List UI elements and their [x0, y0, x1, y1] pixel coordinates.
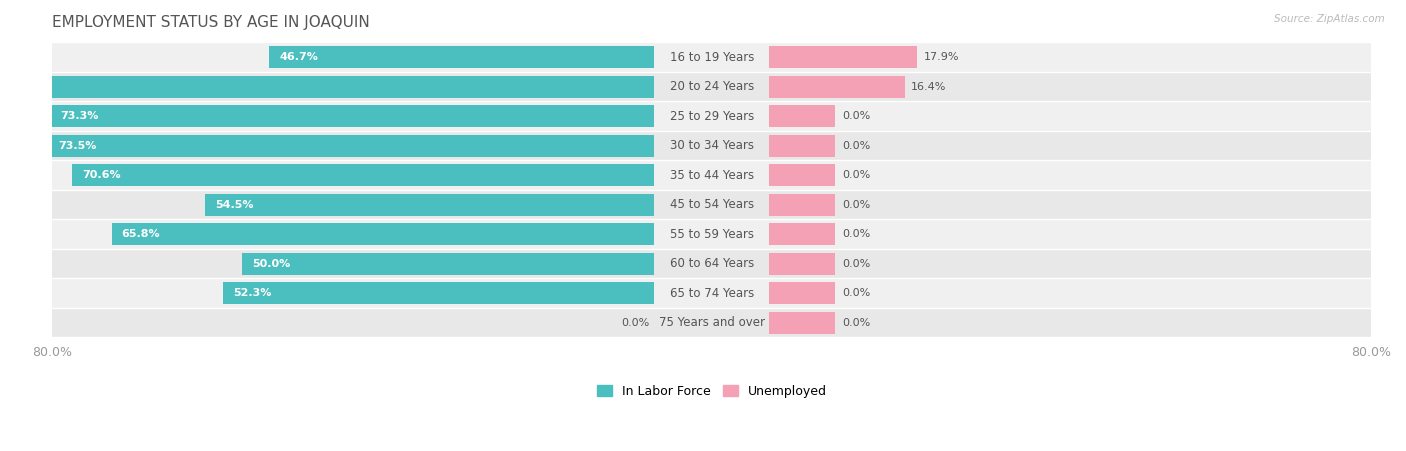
Text: 20 to 24 Years: 20 to 24 Years: [669, 80, 754, 93]
Text: 65 to 74 Years: 65 to 74 Years: [669, 286, 754, 299]
Bar: [205, 193, 654, 216]
Text: 73.3%: 73.3%: [60, 111, 98, 121]
Bar: [52, 161, 1371, 190]
Bar: [769, 105, 835, 127]
Text: 0.0%: 0.0%: [842, 111, 870, 121]
Bar: [0, 76, 654, 98]
Bar: [52, 42, 1371, 72]
Bar: [52, 131, 1371, 161]
Text: 16 to 19 Years: 16 to 19 Years: [669, 51, 754, 64]
Text: 0.0%: 0.0%: [842, 258, 870, 269]
Bar: [52, 278, 1371, 308]
Bar: [769, 134, 835, 156]
Bar: [52, 249, 1371, 278]
Bar: [769, 312, 835, 334]
Text: 55 to 59 Years: 55 to 59 Years: [669, 228, 754, 240]
Text: 0.0%: 0.0%: [842, 200, 870, 210]
Text: 0.0%: 0.0%: [842, 318, 870, 327]
Bar: [269, 46, 654, 68]
Bar: [769, 46, 917, 68]
Text: 16.4%: 16.4%: [911, 82, 946, 92]
Text: 65.8%: 65.8%: [122, 229, 160, 239]
Bar: [769, 282, 835, 304]
Bar: [72, 164, 654, 186]
Bar: [224, 282, 654, 304]
Bar: [769, 164, 835, 186]
Bar: [48, 134, 654, 156]
Text: 25 to 29 Years: 25 to 29 Years: [669, 110, 754, 123]
Text: 79.7%: 79.7%: [7, 82, 46, 92]
Text: 52.3%: 52.3%: [233, 288, 271, 298]
Bar: [51, 105, 654, 127]
Text: 0.0%: 0.0%: [842, 229, 870, 239]
Text: 54.5%: 54.5%: [215, 200, 253, 210]
Text: 73.5%: 73.5%: [58, 141, 97, 151]
Text: 17.9%: 17.9%: [924, 52, 959, 62]
Text: 0.0%: 0.0%: [842, 170, 870, 180]
Bar: [52, 72, 1371, 101]
Text: 0.0%: 0.0%: [842, 288, 870, 298]
Bar: [769, 193, 835, 216]
Text: 45 to 54 Years: 45 to 54 Years: [669, 198, 754, 211]
Text: 0.0%: 0.0%: [621, 318, 650, 327]
Bar: [769, 76, 904, 98]
Bar: [52, 308, 1371, 337]
Bar: [769, 253, 835, 275]
Bar: [52, 219, 1371, 249]
Text: 30 to 34 Years: 30 to 34 Years: [669, 139, 754, 152]
Bar: [112, 223, 654, 245]
Text: Source: ZipAtlas.com: Source: ZipAtlas.com: [1274, 14, 1385, 23]
Text: 0.0%: 0.0%: [842, 141, 870, 151]
Bar: [52, 101, 1371, 131]
Text: 46.7%: 46.7%: [278, 52, 318, 62]
Text: 60 to 64 Years: 60 to 64 Years: [669, 257, 754, 270]
Text: 50.0%: 50.0%: [252, 258, 290, 269]
Text: 35 to 44 Years: 35 to 44 Years: [669, 169, 754, 182]
Bar: [52, 190, 1371, 219]
Text: 70.6%: 70.6%: [82, 170, 121, 180]
Bar: [242, 253, 654, 275]
Text: 75 Years and over: 75 Years and over: [659, 316, 765, 329]
Text: EMPLOYMENT STATUS BY AGE IN JOAQUIN: EMPLOYMENT STATUS BY AGE IN JOAQUIN: [52, 15, 370, 30]
Legend: In Labor Force, Unemployed: In Labor Force, Unemployed: [596, 385, 827, 398]
Bar: [769, 223, 835, 245]
